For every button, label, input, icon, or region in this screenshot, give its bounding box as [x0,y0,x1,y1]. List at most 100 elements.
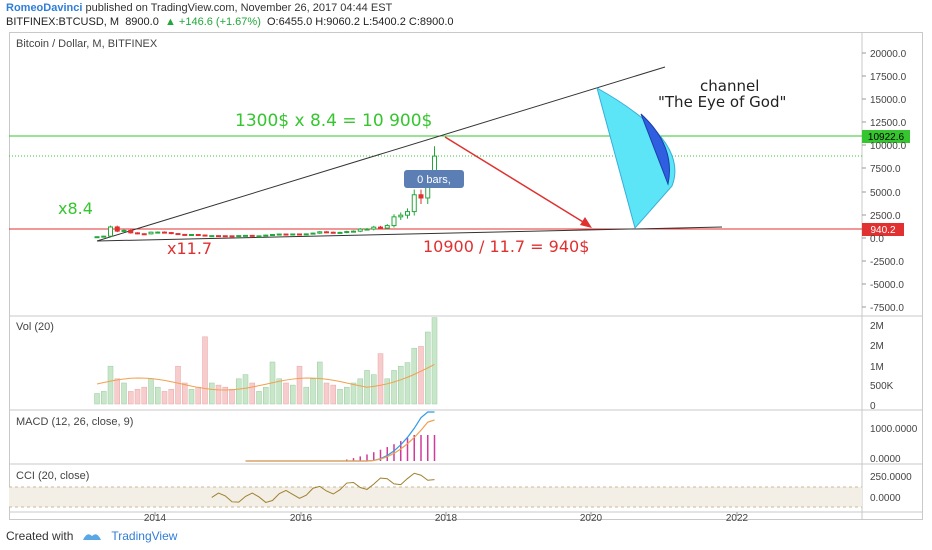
subpane-axis-ticks: 2M 2M 1M 500K 0 1000.0000 0.0000 250.0000 0.0000 [870,321,918,504]
volume-bar [195,386,201,405]
eye-shape [596,86,676,230]
volume-bar [236,378,242,405]
volume-bar [317,361,323,405]
chart-frame[interactable] [9,32,923,520]
candle-body [283,233,289,236]
candle-body [148,231,154,235]
candle-body [135,232,140,235]
volume-bar [168,389,174,405]
upper-trend-line [96,66,666,242]
volume-bar [411,347,417,405]
volume-bar [404,362,411,405]
eye-of-god-label: "The Eye of God" [658,93,786,111]
symbol-line: BITFINEX:BTCUSD, M 8900.0 ▲ +146.6 (+1.6… [6,16,454,28]
volume-bar [256,391,262,405]
low-price-badge-text: 940.2 [870,225,895,236]
candle-body [384,225,390,229]
projection-arrow [444,136,589,226]
volume-bars [94,317,438,405]
equation-top: 1300$ x 8.4 = 10 900$ [235,111,432,131]
publish-text: published on TradingView.com, November 2… [85,2,393,14]
price-axis-label: 10000.0 [870,141,907,152]
channel-label: channel [700,77,759,95]
volume-bar [249,382,255,405]
candle-body [357,228,363,232]
candle-body [256,235,262,238]
volume-bar [141,386,147,405]
volume-bar [330,384,336,405]
volume-bar [188,389,195,405]
cci-axis-label: 0.0000 [870,493,901,504]
volume-bar [155,386,161,405]
candle-body [162,231,167,234]
volume-bar [418,346,424,405]
candle-body [344,231,350,234]
price-axis-label: 0.0 [870,234,884,245]
volume-axis-label: 1M [870,362,884,373]
candle-body [128,229,134,234]
high-price-badge [862,130,910,143]
candle-body [94,236,100,239]
candle-body [189,234,194,237]
candle-body [182,233,188,236]
volume-bar [323,382,330,405]
volume-bar [337,389,343,405]
candle-body [371,226,377,230]
candle-body [317,231,323,234]
candle-body [310,232,316,235]
eye-pupil [640,113,670,186]
x84-label: x8.4 [58,199,93,218]
volume-bar [303,386,309,405]
candle-body [114,226,120,232]
candle-body [297,233,302,236]
symbol: BITFINEX:BTCUSD, M [6,16,120,28]
price-axis-label: -5000.0 [870,280,904,291]
volume-bar [283,382,289,405]
volume-ma-line [96,363,435,391]
volume-bar [229,389,235,405]
cci-pane-title: CCI (20, close) [16,470,90,482]
tradingview-brand[interactable]: TradingView [111,529,178,543]
candle-body [351,230,356,233]
volume-bar [222,386,228,405]
candle-body [202,234,208,237]
volume-bar [121,382,127,405]
candle-body [290,233,296,236]
volume-bar [209,382,215,405]
last-price: 8900.0 [125,16,159,28]
candle-body [216,235,221,238]
volume-axis-label: 2M [870,341,884,352]
volume-bar [134,389,141,405]
time-axis-ticks: 2014 2016 2018 2020 2022 [144,512,749,524]
candle-body [175,233,181,236]
low-price-badge [862,223,904,236]
volume-bar [128,391,134,405]
volume-bar [344,386,350,405]
volume-axis-label: 2M [870,321,884,332]
created-with-text: Created with [6,529,74,543]
macd-line [245,411,435,462]
lower-trend-line [96,226,723,242]
bars-tooltip-text: 0 bars, [417,174,451,186]
price-axis-label: -2500.0 [870,257,904,268]
price-axis-label: 20000.0 [870,49,907,60]
macd-pane-title: MACD (12, 26, close, 9) [16,416,134,428]
volume-axis-label: 500K [870,381,894,392]
candle-body [303,233,309,236]
volume-bar [101,391,107,405]
author-name[interactable]: RomeoDavinci [6,2,83,14]
volume-bar [398,365,404,405]
candle-body [337,231,343,234]
candles [94,146,437,239]
volume-bar [290,384,296,405]
volume-bar [242,374,249,405]
price-axis-label: 7500.0 [870,164,901,175]
macd-signal-line [245,419,435,462]
publish-line: RomeoDavinci published on TradingView.co… [6,2,392,14]
time-axis-label: 2018 [435,513,458,524]
time-axis-label: 2014 [144,513,167,524]
candle-body [418,194,424,199]
volume-bar [148,378,154,405]
price-axis-label: 12500.0 [870,118,907,129]
